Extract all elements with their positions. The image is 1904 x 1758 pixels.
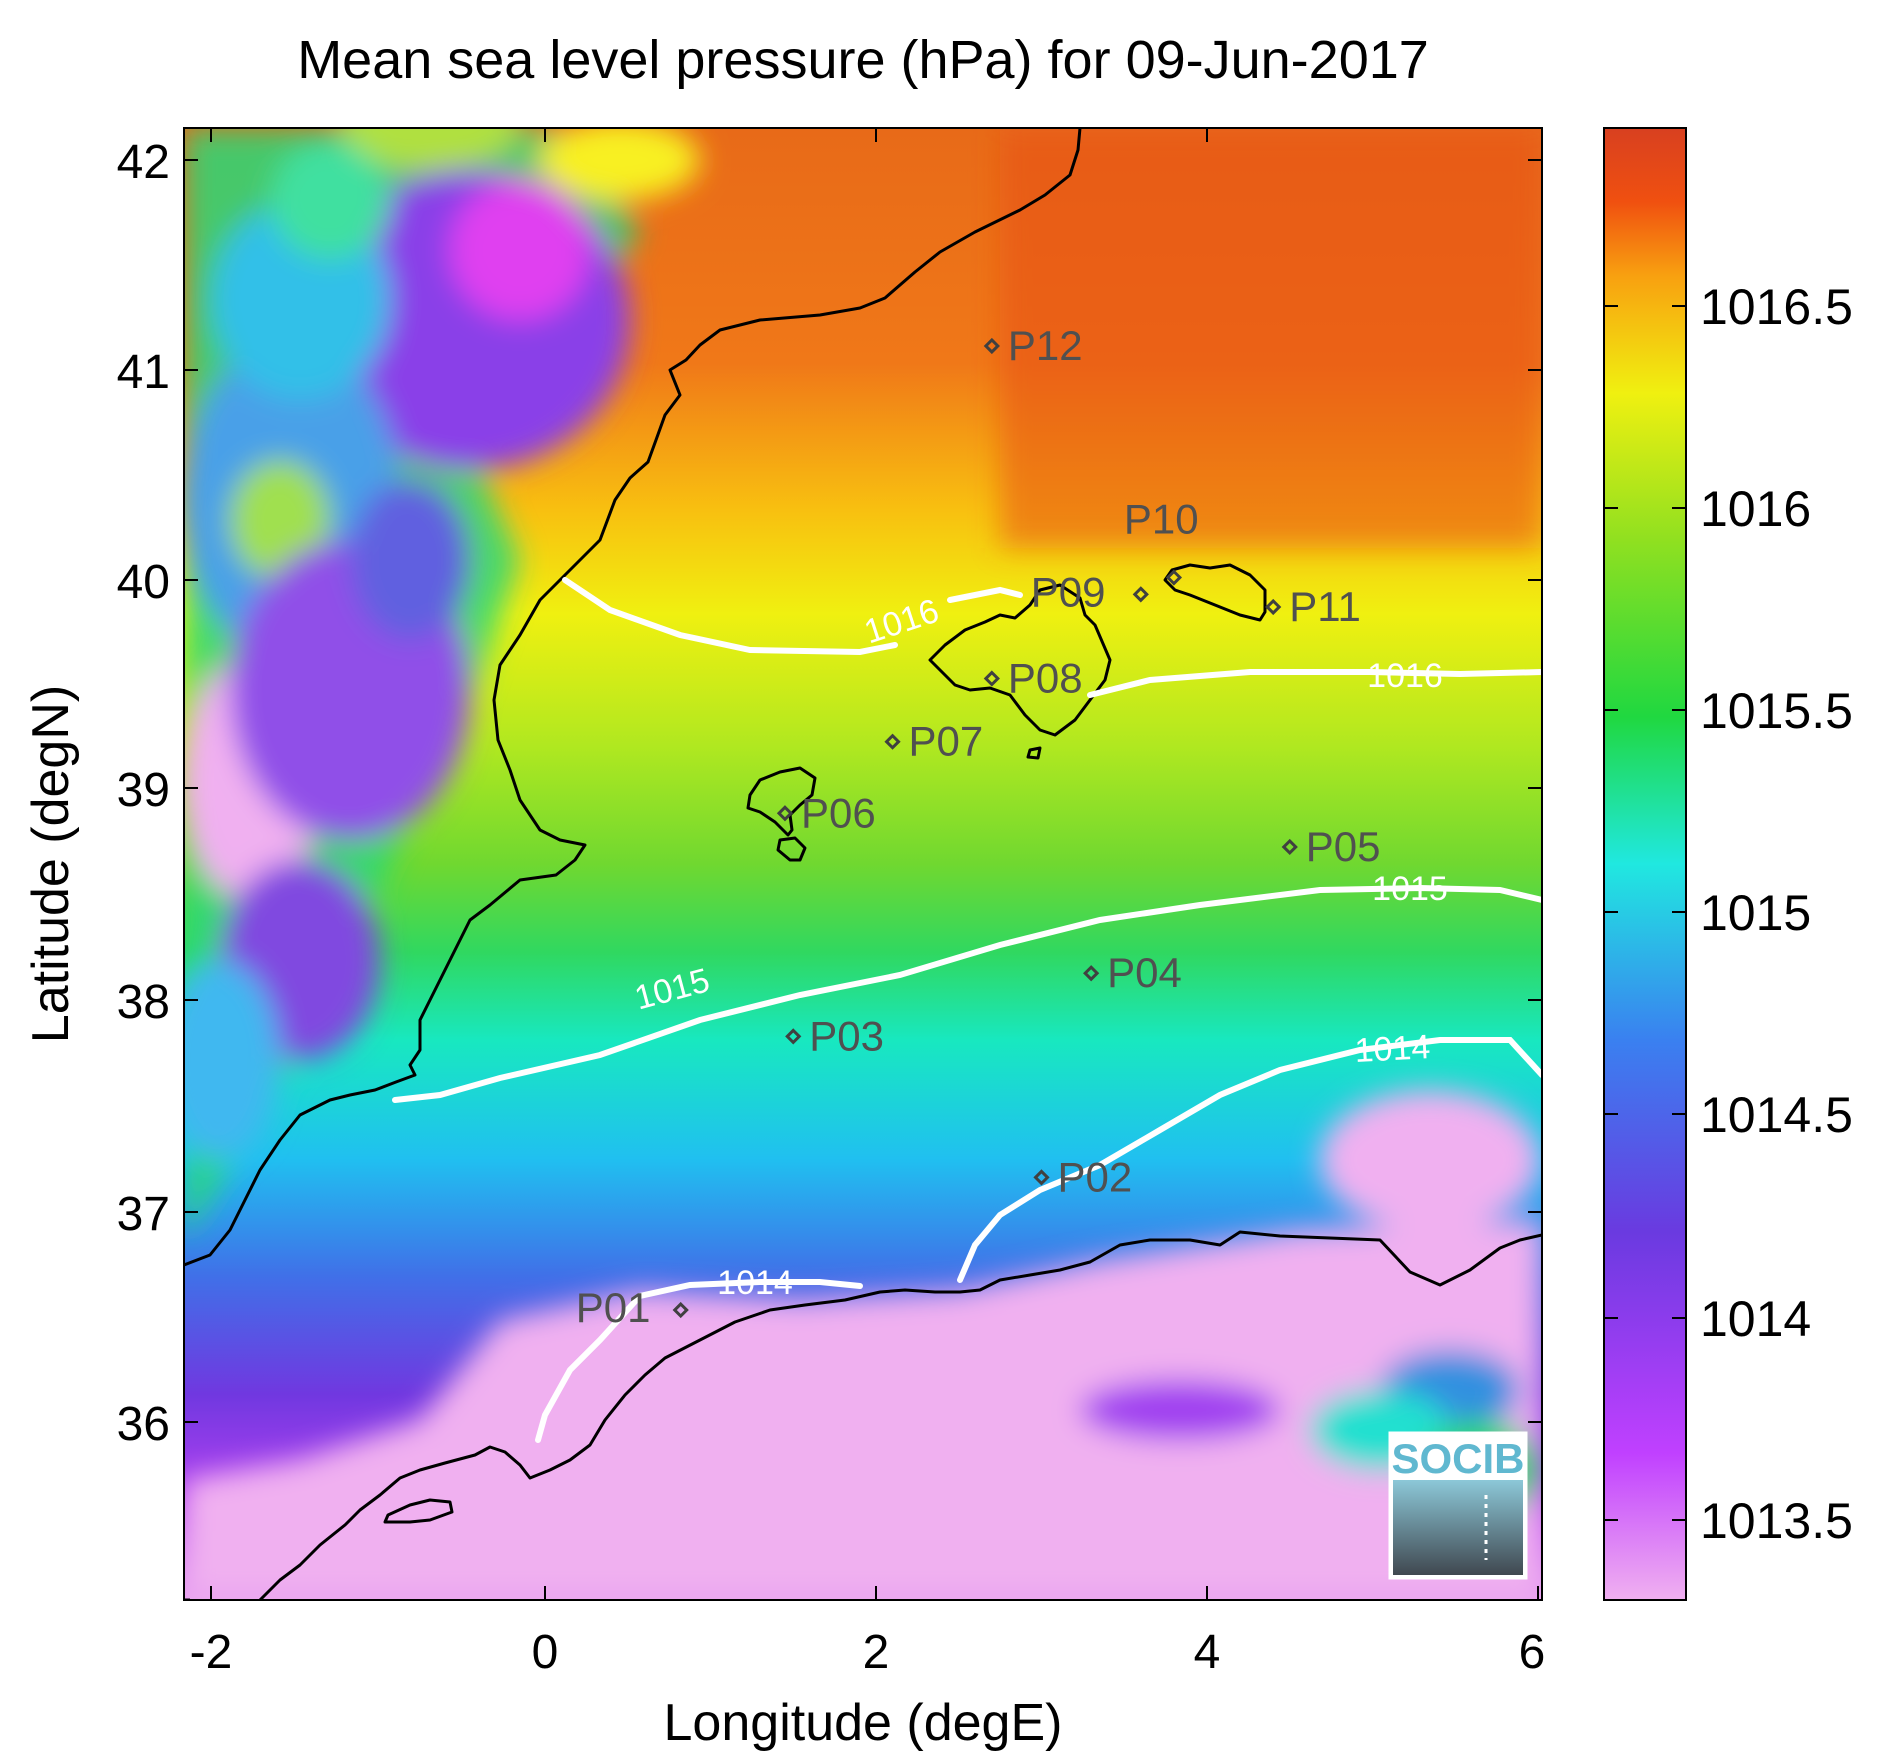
plot-frame [183,127,1543,1601]
station-marker-icon [1132,586,1149,603]
chart-title: Mean sea level pressure (hPa) for 09-Jun… [297,30,1429,90]
iberian-coastline [184,128,1082,1267]
station-p12: P12 [983,322,1083,369]
station-marker-icon [983,337,1000,355]
isobar-1015 [392,884,1542,1103]
colorbar-tick-label: 1014.5 [1700,1087,1853,1143]
station-label: P09 [1031,568,1106,615]
x-tick-label: 6 [1519,1626,1546,1679]
ibiza-island [746,766,817,837]
station-label: P06 [801,789,876,836]
station-p10: P10 [1124,496,1199,586]
formentera-island [776,836,807,862]
high-pressure-zone [1000,128,1542,548]
station-marker-icon [884,733,901,750]
isobar-1014-west [535,1279,863,1443]
y-tick-label: 42 [117,136,170,189]
station-p05: P05 [1281,823,1381,870]
station-marker-icon [672,1301,689,1319]
alboran-islet [383,1498,454,1524]
colorbar-tick-label: 1016 [1700,481,1811,537]
station-p09: P09 [1031,568,1149,615]
station-label: P12 [1008,322,1083,369]
x-tick-label: 0 [532,1626,559,1679]
station-p06: P06 [776,789,876,836]
x-axis-label: Longitude (degE) [664,1694,1063,1752]
station-marker-icon [983,670,1000,687]
station-markers: P01 P02 P03 P04 P05 P06 P07 P08 P09 P10 P11 P12 [576,322,1381,1331]
pressure-field [184,128,1542,1600]
colorbar-tick-label: 1016.5 [1700,279,1853,335]
colorbar-tick-label: 1015 [1700,885,1811,941]
station-label: P02 [1058,1153,1133,1200]
station-p07: P07 [884,718,984,765]
isobar-label: 1015 [1372,870,1448,908]
y-tick-label: 37 [117,1188,170,1241]
station-p01: P01 [576,1284,689,1331]
x-tick-label: -2 [190,1626,233,1679]
socib-logo: SOCIB [1388,1431,1528,1580]
station-marker-icon [1033,1169,1050,1186]
station-p04: P04 [1083,949,1182,996]
station-marker-icon [1083,965,1100,982]
station-label: P07 [909,718,984,765]
x-axis-tick-labels: -2 0 2 4 6 [190,1626,1546,1679]
coastline [184,128,1542,1600]
y-axis-label: Latitude (degN) [22,685,80,1043]
station-marker-icon [1265,598,1282,616]
colorbar-gradient [1603,127,1687,1601]
land-pressure-texture [184,128,700,1240]
station-marker-icon [776,805,794,822]
station-marker-icon [1165,569,1183,586]
isobar-1016-west [562,577,898,656]
station-p02: P02 [1033,1153,1133,1200]
station-label: P01 [576,1284,651,1331]
isobar-1016-east [1087,669,1542,698]
colorbar-tick-label: 1015.5 [1700,683,1853,739]
socib-logo-text: SOCIB [1391,1435,1524,1482]
colorbar: 1016.5 1016 1015.5 1015 1014.5 1014 1013… [1603,127,1853,1601]
isobar-label: 1014 [1354,1028,1432,1070]
station-label: P11 [1289,583,1361,630]
y-axis-tick-labels: 42 41 40 39 38 37 36 [117,136,170,1451]
y-tick-label: 40 [117,556,170,609]
y-tick-label: 39 [117,764,170,817]
station-label: P03 [809,1012,884,1059]
isobar-label: 1016 [1367,657,1443,695]
x-tick-label: 4 [1194,1626,1221,1679]
colorbar-tick-marks [1604,305,1686,1521]
isobar-1014-east [957,1037,1542,1283]
mallorca-island [928,583,1112,737]
menorca-island [1163,563,1267,622]
station-p08: P08 [983,655,1083,702]
station-label: P05 [1306,823,1381,870]
y-tick-label: 41 [117,346,170,399]
station-p03: P03 [785,1012,884,1059]
isobar-1016-mid [947,586,1023,603]
isobar-label: 1014 [717,1264,793,1302]
station-marker-icon [1281,838,1298,856]
y-tick-label: 38 [117,976,170,1029]
cabrera-island [1026,746,1042,760]
african-coastline [184,1230,1542,1600]
colorbar-tick-label: 1013.5 [1700,1493,1853,1549]
colorbar-tick-label: 1014 [1700,1291,1811,1347]
y-tick-label: 36 [117,1398,170,1451]
isobars [392,577,1542,1443]
station-p11: P11 [1265,583,1361,630]
station-marker-icon [785,1028,802,1045]
x-tick-label: 2 [863,1626,890,1679]
station-label: P10 [1124,496,1199,543]
axis-tick-marks [184,128,1542,1600]
station-label: P08 [1008,655,1083,702]
station-label: P04 [1107,949,1182,996]
